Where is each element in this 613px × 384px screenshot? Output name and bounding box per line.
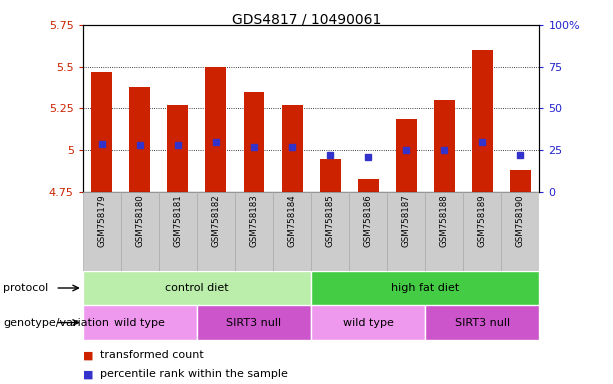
Text: GDS4817 / 10490061: GDS4817 / 10490061 (232, 12, 381, 26)
Text: GSM758181: GSM758181 (173, 194, 183, 247)
Bar (510, 170, 531, 192)
Bar (311, 271, 539, 305)
Text: GSM758183: GSM758183 (249, 194, 259, 247)
Bar (205, 67, 226, 192)
Text: ■: ■ (83, 369, 93, 379)
Text: GSM758182: GSM758182 (211, 194, 221, 247)
Text: high fat diet: high fat diet (391, 283, 459, 293)
Bar (243, 92, 264, 192)
Bar (425, 192, 463, 271)
Bar (425, 305, 539, 340)
Text: GSM758179: GSM758179 (97, 194, 106, 247)
Text: GSM758180: GSM758180 (135, 194, 144, 247)
Bar (434, 100, 455, 192)
Text: GSM758189: GSM758189 (478, 194, 487, 247)
Bar (129, 87, 150, 192)
Bar (197, 305, 311, 340)
Bar (396, 119, 417, 192)
Bar (281, 105, 303, 192)
Bar (83, 271, 311, 305)
Bar (349, 192, 387, 271)
Bar (501, 192, 539, 271)
Text: GSM758190: GSM758190 (516, 194, 525, 247)
Bar (83, 305, 197, 340)
Text: protocol: protocol (3, 283, 48, 293)
Bar (311, 305, 425, 340)
Bar (121, 192, 159, 271)
Bar (358, 179, 379, 192)
Text: SIRT3 null: SIRT3 null (455, 318, 510, 328)
Text: ■: ■ (83, 350, 93, 360)
Text: genotype/variation: genotype/variation (3, 318, 109, 328)
Text: control diet: control diet (165, 283, 229, 293)
Text: wild type: wild type (115, 318, 166, 328)
Bar (311, 192, 349, 271)
Text: GSM758185: GSM758185 (326, 194, 335, 247)
Bar (197, 192, 235, 271)
Bar (91, 72, 112, 192)
Text: percentile rank within the sample: percentile rank within the sample (100, 369, 287, 379)
Bar (387, 192, 425, 271)
Text: wild type: wild type (343, 318, 394, 328)
Text: SIRT3 null: SIRT3 null (226, 318, 281, 328)
Bar (159, 192, 197, 271)
Text: GSM758184: GSM758184 (287, 194, 297, 247)
Text: transformed count: transformed count (100, 350, 204, 360)
Text: GSM758186: GSM758186 (364, 194, 373, 247)
Bar (167, 105, 188, 192)
Bar (463, 192, 501, 271)
Text: GSM758188: GSM758188 (440, 194, 449, 247)
Bar (319, 159, 341, 192)
Bar (83, 192, 121, 271)
Bar (472, 50, 493, 192)
Bar (235, 192, 273, 271)
Bar (273, 192, 311, 271)
Text: GSM758187: GSM758187 (402, 194, 411, 247)
